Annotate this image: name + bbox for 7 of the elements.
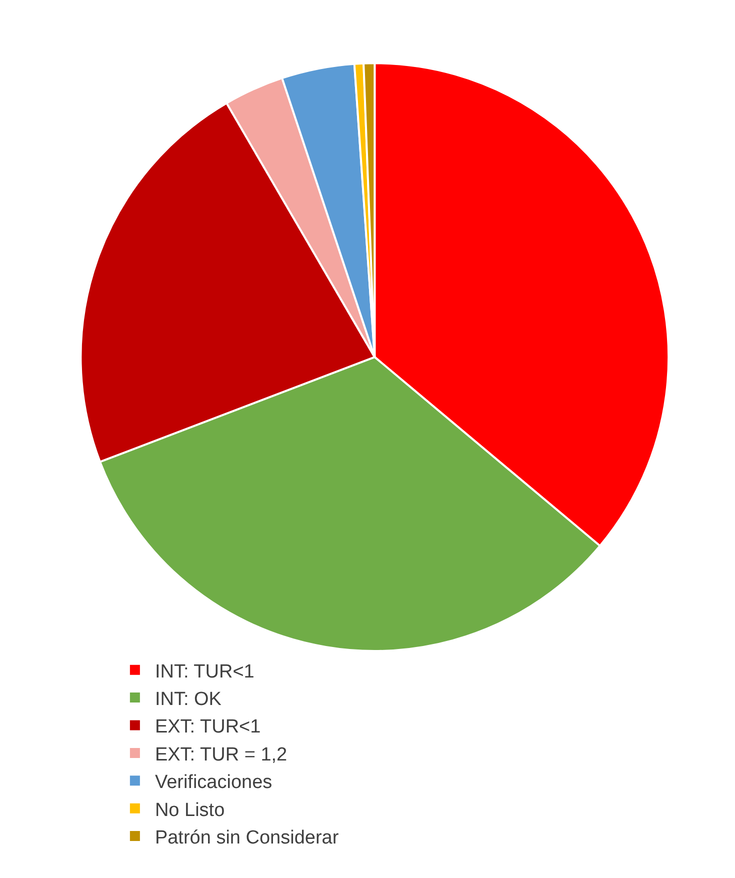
legend-label: INT: OK — [154, 688, 222, 710]
legend-label: Patrón sin Considerar — [154, 827, 340, 848]
legend-label: EXT: TUR = 1,2 — [154, 744, 288, 766]
legend-label: Verificaciones — [154, 772, 272, 794]
legend-label: EXT: TUR<1 — [154, 716, 261, 738]
legend-label: No Listo — [154, 800, 225, 821]
legend-label: INT: TUR<1 — [154, 661, 254, 682]
